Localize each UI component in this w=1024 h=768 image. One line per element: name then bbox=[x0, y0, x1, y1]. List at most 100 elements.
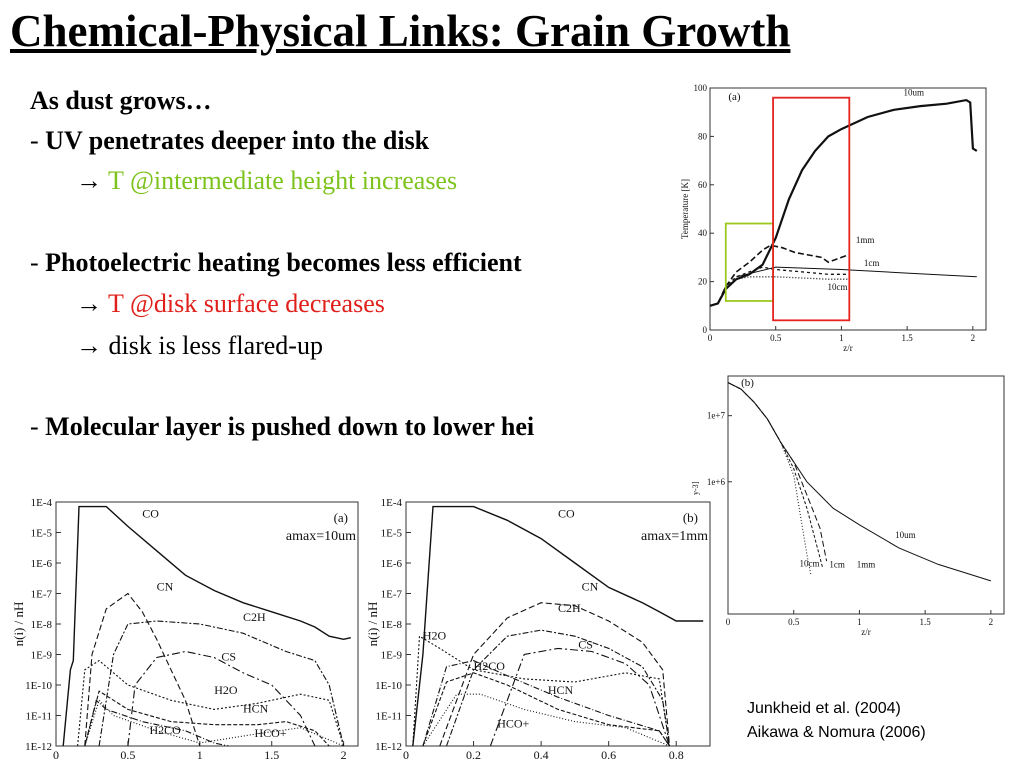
abund_a-species-label-co: CO bbox=[142, 506, 159, 520]
abund_b-species-label-hcn: HCN bbox=[548, 683, 574, 697]
abund_b-species-label-co: CO bbox=[558, 506, 575, 520]
arrow-icon: → bbox=[76, 289, 102, 318]
abund_b-species-label-cn: CN bbox=[582, 579, 599, 593]
abund_b-species-label-hco-: HCO+ bbox=[497, 717, 529, 731]
abund_a-y-tick-label: 1E-5 bbox=[31, 528, 53, 540]
sub-bullet-t-surface: → T @disk surface decreases bbox=[76, 291, 385, 317]
temperature-series-label-10um: 10um bbox=[903, 87, 924, 97]
abund_a-species-label-hco-: HCO+ bbox=[254, 726, 286, 740]
density-series-label-10cm: 10cm bbox=[799, 558, 819, 568]
arrow-icon: → bbox=[76, 166, 102, 195]
temperature-series-reference bbox=[736, 266, 977, 278]
abund_b-series-h2co bbox=[422, 660, 670, 747]
abund_a-series-hcn bbox=[84, 690, 330, 747]
temperature-highlight-box-red bbox=[772, 96, 851, 322]
density-x-tick-label: 1 bbox=[857, 617, 862, 627]
temperature-series-1cm bbox=[709, 266, 848, 307]
t-surface-text: T @disk surface decreases bbox=[108, 289, 385, 318]
reference-1: Junkheid et al. (2004) bbox=[747, 700, 901, 717]
abund_b-y-tick-label: 1E-6 bbox=[381, 558, 403, 570]
bullet-dash: - bbox=[30, 248, 39, 277]
temperature-y-tick-label: 80 bbox=[698, 131, 708, 141]
abund_b-series-hcn bbox=[422, 672, 670, 747]
temperature-y-tick-label: 60 bbox=[698, 180, 708, 190]
abund_b-annotation: amax=1mm bbox=[641, 529, 708, 544]
abund_a-species-label-cn: CN bbox=[157, 579, 174, 593]
temperature-series-label-1cm: 1cm bbox=[864, 258, 880, 268]
temperature-series-label-10cm: 10cm bbox=[827, 282, 847, 292]
temperature-x-tick-label: 2 bbox=[971, 333, 976, 343]
abund_a-y-axis-label: n(i) / nH bbox=[11, 602, 26, 647]
temperature-series-1mm bbox=[709, 244, 849, 307]
abund_a-x-tick-label: 2 bbox=[341, 748, 347, 762]
abund_b-series-co bbox=[412, 505, 704, 747]
abund_a-y-tick-label: 1E-8 bbox=[31, 619, 53, 631]
temperature-plot-frame bbox=[709, 87, 987, 331]
temperature-y-tick-label: 40 bbox=[698, 228, 708, 238]
abund_b-y-tick-label: 1E-4 bbox=[381, 497, 403, 509]
bullet-molecular-text: Molecular layer is pushed down to lower … bbox=[45, 412, 535, 441]
density-x-tick-label: 2 bbox=[989, 617, 994, 627]
abund_a-species-label-hcn: HCN bbox=[243, 701, 269, 715]
abundance-chart-b: 1E-41E-51E-61E-71E-81E-91E-101E-111E-120… bbox=[365, 497, 711, 762]
density-series-label-1cm: 1cm bbox=[829, 560, 845, 570]
temperature-series-label-1mm: 1mm bbox=[856, 235, 875, 245]
abund_a-series-co bbox=[62, 505, 351, 747]
abund_a-y-tick-label: 1E-12 bbox=[25, 741, 52, 753]
bullet-photoelectric-text: Photoelectric heating becomes less effic… bbox=[45, 248, 522, 277]
abund_b-panel-label: (b) bbox=[683, 510, 698, 525]
abund_b-x-tick-label: 0.6 bbox=[601, 748, 616, 762]
abund_b-series-cn bbox=[439, 602, 671, 747]
abund_b-y-tick-label: 1E-8 bbox=[381, 619, 403, 631]
abund_b-y-tick-label: 1E-9 bbox=[381, 650, 403, 662]
density-series-label-1mm: 1mm bbox=[857, 560, 876, 570]
bullet-uv-text: UV penetrates deeper into the disk bbox=[45, 126, 430, 155]
density-chart: 1e+7 1e+6 0 0.5 1 1.5 2 z/r y-3] (b) 10um 1mm 1cm 10c… bbox=[691, 375, 1005, 637]
temperature-x-tick-label: 1.5 bbox=[902, 333, 914, 343]
abund_b-x-tick-label: 0 bbox=[403, 748, 409, 762]
abund_b-plot-frame bbox=[405, 501, 711, 747]
abund_b-series-h2o bbox=[412, 635, 671, 747]
temperature-panel-label: (a) bbox=[728, 91, 741, 103]
density-y-tick-label: 1e+6 bbox=[707, 477, 726, 487]
abund_b-x-tick-label: 0.4 bbox=[534, 748, 549, 762]
bullet-dash: - bbox=[30, 126, 39, 155]
abund_b-series-c2h bbox=[445, 629, 671, 747]
abund_b-species-label-h2co: H2CO bbox=[474, 659, 506, 673]
density-series-label-10um: 10um bbox=[895, 530, 916, 540]
abund_b-species-label-c2h: C2H bbox=[558, 601, 581, 615]
abund_b-y-tick-label: 1E-11 bbox=[376, 711, 402, 723]
temperature-y-axis-label: Temperature [K] bbox=[680, 179, 690, 239]
density-x-tick-label: 1.5 bbox=[920, 617, 932, 627]
abund_a-species-label-cs: CS bbox=[221, 650, 236, 664]
temperature-x-tick-label: 1 bbox=[839, 333, 844, 343]
density-x-tick-label: 0.5 bbox=[788, 617, 800, 627]
intro-text: As dust grows… bbox=[30, 86, 212, 115]
temperature-y-tick-label: 100 bbox=[694, 83, 708, 93]
bullet-uv: - UV penetrates deeper into the disk bbox=[30, 128, 429, 154]
abund_a-series-cs bbox=[127, 650, 316, 747]
temperature-chart: 0 20 40 60 80 100 0 0.5 1 1.5 2 z/r Temperature [K] (… bbox=[680, 83, 987, 353]
temperature-y-tick-label: 0 bbox=[703, 325, 708, 335]
temperature-y-tick-label: 20 bbox=[698, 277, 708, 287]
abund_a-species-label-h2o: H2O bbox=[214, 683, 238, 697]
density-y-tick-label: 1e+7 bbox=[707, 411, 726, 421]
abund_a-x-tick-label: 0 bbox=[53, 748, 59, 762]
abund_a-series-h2co bbox=[84, 699, 229, 747]
abund_b-x-tick-label: 0.8 bbox=[669, 748, 684, 762]
density-y-axis-label: y-3] bbox=[691, 481, 700, 495]
flared-text: disk is less flared-up bbox=[108, 331, 323, 360]
abund_a-y-tick-label: 1E-4 bbox=[31, 497, 53, 509]
bullet-dash: - bbox=[30, 412, 39, 441]
reference-2: Aikawa & Nomura (2006) bbox=[747, 724, 926, 741]
sub-bullet-flared: → disk is less flared-up bbox=[76, 333, 323, 359]
temperature-x-tick-label: 0 bbox=[708, 333, 713, 343]
density-series-10cm bbox=[727, 382, 812, 575]
abund_b-y-axis-label: n(i) / nH bbox=[365, 602, 380, 647]
abund_b-y-tick-label: 1E-5 bbox=[381, 528, 403, 540]
abund_b-species-label-cs: CS bbox=[578, 637, 593, 651]
abund_b-species-label-h2o: H2O bbox=[423, 628, 447, 642]
abund_a-species-label-c2h: C2H bbox=[243, 610, 266, 624]
abund_a-x-tick-label: 1 bbox=[197, 748, 203, 762]
bullet-molecular-clip: - Molecular layer is pushed down to lowe… bbox=[0, 400, 688, 460]
